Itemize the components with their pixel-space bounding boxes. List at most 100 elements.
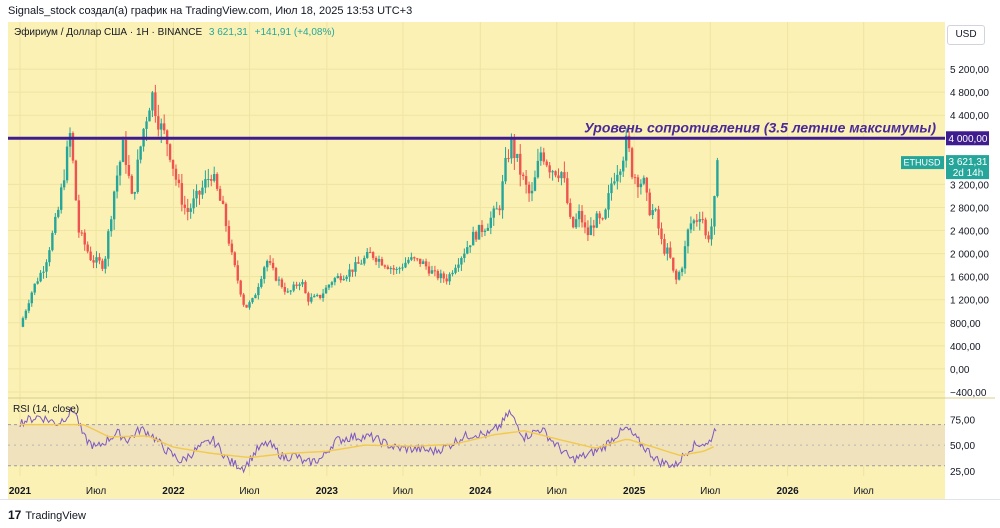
chart-area[interactable] [8, 22, 945, 477]
candle-body [560, 172, 563, 179]
candle-body [357, 262, 360, 264]
candle-body [654, 209, 657, 211]
candle-body [342, 278, 345, 281]
currency-button[interactable]: USD [947, 25, 985, 45]
candle-body [133, 192, 136, 194]
last-price-tag [946, 155, 989, 180]
candle-body [204, 179, 207, 188]
candle-body [545, 161, 548, 166]
candle-body [530, 190, 534, 194]
candle-body [451, 272, 454, 275]
time-tick-label: 2026 [776, 486, 799, 497]
candle-body [57, 209, 60, 217]
candle-body [577, 210, 581, 220]
candle-body [613, 181, 616, 184]
rsi-tick-labels: 25,00 50,00 75,00 [950, 415, 975, 477]
candle-body [112, 191, 116, 220]
candle-body [27, 303, 31, 311]
candle-body [271, 262, 275, 269]
candle-body [448, 274, 451, 282]
candle-body [683, 246, 687, 269]
candle-body [407, 259, 410, 263]
candle-body [601, 218, 604, 220]
candle-body [151, 92, 154, 111]
candle-body [657, 209, 660, 229]
candle-body [233, 252, 237, 266]
candle-body [436, 270, 440, 279]
footer-bar: 17 TradingView [0, 499, 1000, 528]
candle-body [651, 210, 654, 216]
candle-body [160, 123, 163, 130]
candle-body [701, 219, 704, 221]
candle-body [377, 259, 381, 262]
candle-body [74, 160, 78, 201]
candle-body [413, 257, 416, 259]
candle-body [59, 187, 63, 210]
candle-body [310, 297, 313, 302]
candle-body [477, 224, 481, 240]
candle-body [348, 269, 351, 277]
ticker-label: ETHUSD [903, 158, 941, 168]
candle-body [313, 295, 316, 298]
candle-body [295, 284, 298, 286]
resistance-price-tag [946, 131, 989, 146]
candle-body [574, 219, 578, 228]
candle-body [354, 262, 357, 272]
candle-body [336, 275, 339, 279]
candle-body [398, 268, 401, 270]
candle-body [527, 184, 531, 194]
candle-body [98, 257, 101, 261]
tradingview-icon: 17 [8, 508, 22, 522]
candle-body [430, 270, 434, 274]
candle-body [366, 252, 369, 258]
candle-body [463, 253, 466, 258]
candle-body [686, 229, 690, 247]
candle-body [101, 260, 104, 269]
candle-body [289, 290, 292, 292]
candle-body [192, 198, 195, 209]
candle-body [242, 294, 245, 305]
candle-body [224, 203, 228, 227]
candle-body [418, 258, 422, 264]
candle-body [221, 200, 225, 204]
price-tick-label: 0,00 [950, 365, 970, 376]
resistance-annotation: Уровень сопротивления (3.5 летние максим… [584, 119, 936, 135]
candle-body [445, 278, 448, 282]
candle-body [592, 225, 596, 228]
symbol-change: +141,91 (+4,08%) [254, 27, 335, 38]
time-tick-label: Июл [239, 486, 259, 497]
candle-body [177, 179, 181, 184]
rsi-title: RSI (14, close) [13, 404, 79, 415]
price-scale[interactable] [945, 22, 995, 477]
time-scale-corner [945, 477, 995, 499]
candle-body [483, 230, 487, 232]
candle-body [195, 190, 198, 199]
candle-body [395, 268, 398, 270]
time-tick-labels: 2021 Июл 2022 Июл 2023 Июл 2024 Июл 2025 Июл 2026 И… [9, 486, 874, 497]
candle-body [21, 318, 25, 327]
candle-body [351, 269, 354, 272]
candle-body [215, 174, 219, 189]
candle-body [586, 227, 590, 236]
candle-body [154, 92, 157, 117]
candle-body [148, 110, 151, 122]
candle-body [218, 188, 222, 201]
candle-body [639, 183, 643, 188]
candle-body [104, 258, 107, 269]
time-scale[interactable] [8, 477, 945, 499]
candle-body [695, 220, 698, 222]
candle-body [495, 208, 498, 210]
candle-body [648, 192, 651, 216]
candle-body [404, 262, 407, 268]
candle-body [622, 160, 625, 172]
candle-body [548, 165, 551, 173]
candle-body [292, 284, 295, 291]
candle-body [469, 245, 472, 248]
tradingview-logo[interactable]: 17 TradingView [8, 508, 86, 522]
price-tick-label: 4 400,00 [950, 111, 989, 122]
candle-body [368, 252, 372, 254]
candle-body [168, 144, 172, 160]
candle-body [645, 177, 648, 193]
candle-body [557, 175, 560, 179]
